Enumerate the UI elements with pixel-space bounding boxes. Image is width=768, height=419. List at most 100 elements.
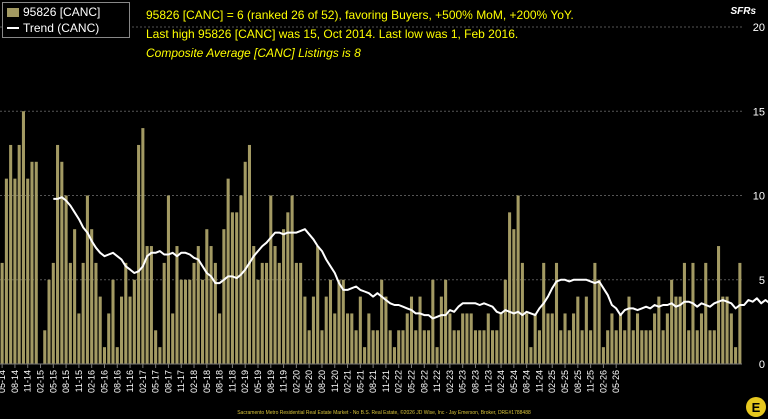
bar [644,330,648,364]
bar [94,262,98,364]
x-tick-label: 02-16 [87,370,97,393]
bar [350,313,354,364]
legend-swatch-bars [7,7,19,17]
bar [60,161,64,364]
legend-swatch-trend [7,27,19,29]
bar [188,279,192,364]
bar [273,246,277,364]
bar [102,347,107,364]
bar [405,313,409,364]
bar [559,330,563,364]
x-tick-label: 11-15 [74,370,84,392]
bar [704,262,708,364]
bar [738,262,742,364]
bar [529,347,533,364]
bar [401,330,405,364]
x-axis: 05-14 08-14 11-14 02-15 05-15 08-15 11-15 02-16… [0,363,742,393]
bar [73,229,77,364]
chart-title-line-2: Last high 95826 [CANC] was 15, Oct 2014.… [146,27,519,41]
bar [299,262,303,364]
bar [294,262,298,364]
bar [456,330,460,364]
bar [610,313,614,364]
bar [107,313,111,364]
bar [448,313,452,364]
bar [606,330,610,364]
bar [162,262,166,364]
bar [431,279,435,364]
bar [252,246,256,364]
x-tick-label: 05-17 [151,370,161,393]
bar [601,347,605,364]
bar [286,212,290,364]
bar [486,313,490,364]
bar [465,313,469,364]
bar [128,296,132,364]
bar [166,195,170,364]
bar [175,246,179,364]
x-tick-label: 05-19 [253,370,263,393]
bar [354,330,358,364]
bar [525,313,529,364]
unit-label: SFRs [730,6,756,17]
bar [264,262,269,364]
bar [209,246,213,364]
x-tick-label: 05-23 [458,370,468,393]
chart-title-line-1: 95826 [CANC] = 6 (ranked 26 of 52), favo… [146,8,574,22]
bar [653,313,657,364]
bar [51,262,55,364]
bar [546,313,550,364]
bar [580,330,584,364]
bar [499,313,503,364]
x-tick-label: 08-17 [163,370,173,393]
x-tick-label: 05-21 [355,370,365,393]
bar [482,330,486,364]
bar [0,262,4,364]
bar [56,144,60,364]
bar [418,296,422,364]
x-tick-label: 02-21 [343,370,353,393]
bar [346,313,350,364]
bar [503,279,507,364]
bar [627,296,631,364]
bar [311,296,315,364]
x-tick-label: 11-18 [227,370,237,392]
x-tick-label: 02-19 [240,370,250,393]
y-tick-label: 15 [753,106,765,118]
x-tick-label: 08-24 [522,370,532,393]
bar [260,262,264,364]
bar [337,279,341,364]
bar [721,296,725,364]
bar [380,279,384,364]
bar [491,330,495,364]
bar [320,330,324,364]
bar [68,262,72,364]
bar [196,246,200,364]
bar [307,330,311,364]
x-tick-label: 11-16 [125,370,135,392]
x-tick-label: 02-23 [445,370,455,393]
x-tick-label: 11-19 [279,370,289,392]
bar [34,161,38,364]
x-tick-label: 08-18 [215,370,225,393]
bar [371,330,375,364]
x-tick-label: 05-22 [407,370,417,393]
bar [648,330,652,364]
trend-series [53,196,768,320]
bar [137,144,141,364]
bar [444,279,448,364]
x-tick-label: 02-20 [291,370,301,393]
bar [427,330,431,364]
bar [205,229,209,364]
bar [409,296,414,364]
chart-footer: Sacramento Metro Residential Real Estate… [237,410,531,416]
x-tick-label: 08-25 [573,370,583,393]
bar [247,144,251,364]
x-tick-label: 08-22 [419,370,429,393]
bar [635,313,640,364]
bar [593,262,597,364]
bar [9,144,13,364]
bar [239,195,243,364]
bar [589,330,593,364]
